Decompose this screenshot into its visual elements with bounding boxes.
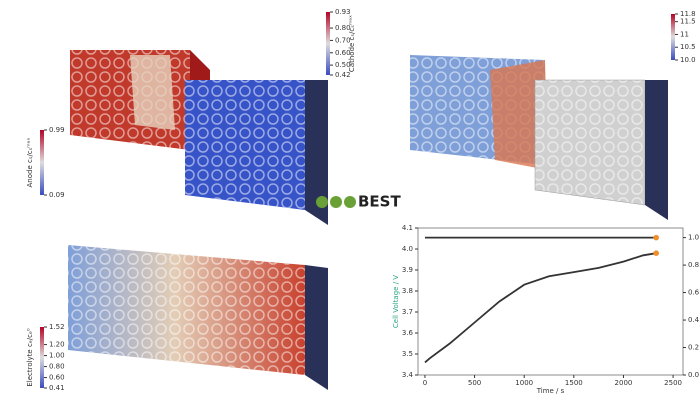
colorbar-label: Cathode cₛ/cₛᵐᵃˣ xyxy=(348,15,356,72)
render-anode-cathode xyxy=(70,50,328,225)
y2-tick-label: 0.8 xyxy=(688,261,699,269)
colorbar-tick-label: 1.20 xyxy=(49,341,65,349)
colorbar-label: Anode cₛ/cₛᵐᵃˣ xyxy=(26,138,34,188)
colorbar-tick-label: 11.5 xyxy=(680,18,696,26)
colorbar xyxy=(326,12,330,75)
x-axis-label: Time / s xyxy=(536,387,565,395)
colorbar-tick-label: 11 xyxy=(680,30,689,38)
y-tick-label: 3.8 xyxy=(402,287,413,295)
logo-text: BEST xyxy=(358,193,401,211)
line-chart: 0 500 1000 1500 2000 2500 3.4 3.5 3.6 3.7 3.8 3.9 4.… xyxy=(392,224,699,395)
colorbar-tick-label: 10.5 xyxy=(680,43,696,51)
y-tick-label: 3.7 xyxy=(402,308,413,316)
series-line xyxy=(425,253,656,362)
figure: BEST 0.930.800.700.600.500.42Cathode cₛ/… xyxy=(0,0,699,396)
colorbar-tick-label: 1.52 xyxy=(49,323,65,331)
colorbar xyxy=(40,327,44,388)
x-tick-label: 2500 xyxy=(664,379,682,387)
colorbar-label: Electrolyte cₑ/cₑ⁰ xyxy=(26,328,34,387)
colorbar-tick-label: 0.60 xyxy=(49,374,65,382)
end-marker xyxy=(653,235,659,241)
y-tick-label: 3.5 xyxy=(402,350,413,358)
colorbar xyxy=(40,130,44,195)
x-tick-label: 500 xyxy=(468,379,481,387)
y-tick-label: 3.9 xyxy=(402,266,413,274)
y-tick-label: 4.0 xyxy=(402,245,413,253)
x-tick-label: 1500 xyxy=(565,379,583,387)
y2-tick-label: 0.4 xyxy=(688,316,699,324)
y2-tick-label: 1.0 xyxy=(688,234,699,242)
y2-tick-label: 0.6 xyxy=(688,289,699,297)
y-tick-label: 4.1 xyxy=(402,224,413,232)
plot-frame xyxy=(418,228,683,375)
render-electrolyte xyxy=(68,245,328,390)
render-transparent xyxy=(410,55,668,220)
colorbar-tick-label: 1.00 xyxy=(49,352,65,360)
y2-tick-label: 0.0 xyxy=(688,371,699,379)
x-tick-label: 2000 xyxy=(615,379,633,387)
colorbar-tick-label: 0.09 xyxy=(49,191,65,199)
end-marker xyxy=(653,250,659,256)
logo: BEST xyxy=(316,193,401,211)
colorbar xyxy=(671,14,675,60)
y-tick-label: 3.6 xyxy=(402,329,414,337)
colorbar-tick-label: 0.41 xyxy=(49,384,65,392)
colorbar-tick-label: 0.99 xyxy=(49,126,65,134)
colorbar-tick-label: 0.93 xyxy=(335,8,351,16)
y-axis-label: Cell Voltage / V xyxy=(392,275,400,328)
colorbar-tick-label: 0.80 xyxy=(49,363,65,371)
y-tick-label: 3.4 xyxy=(402,371,414,379)
y2-tick-label: 0.2 xyxy=(688,344,699,352)
x-tick-label: 1000 xyxy=(515,379,533,387)
x-tick-label: 0 xyxy=(423,379,427,387)
page: BEST 0.930.800.700.600.500.42Cathode cₛ/… xyxy=(0,0,699,396)
colorbar-tick-label: 10.0 xyxy=(680,56,696,64)
